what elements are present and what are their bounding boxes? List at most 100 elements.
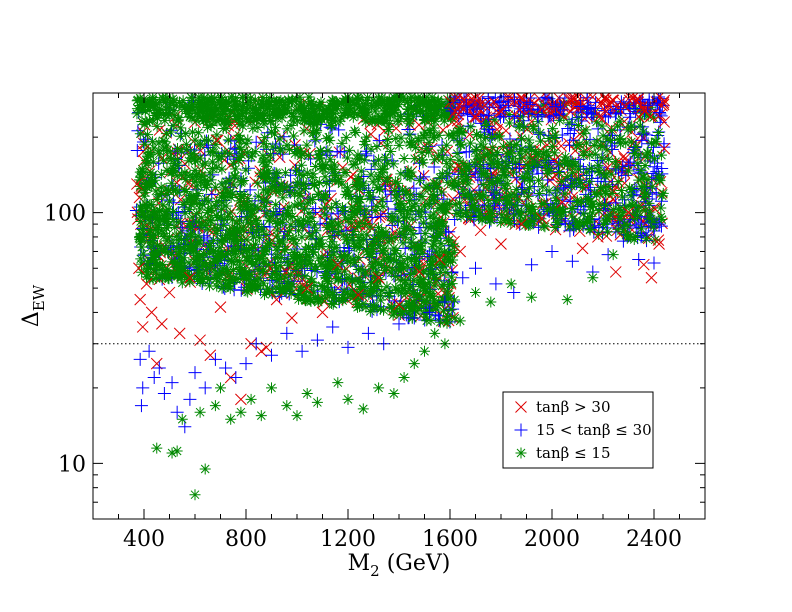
cloud-point [414,240,426,252]
band-point [322,110,334,122]
cloud-point [340,188,352,200]
x-tick-label: 1200 [320,527,376,552]
cloud-point [234,189,246,201]
cloud-point [612,223,624,235]
cloud-point [505,189,517,201]
cloud-point [341,232,353,244]
cloud-point [242,134,254,146]
cloud-point [340,234,352,246]
cloud-point [354,241,366,253]
band-point [144,96,156,108]
cloud-point [465,121,477,133]
cloud-point [283,259,295,271]
cloud-point [234,214,246,226]
band-point [219,116,231,128]
x-axis-label: M2 (GeV) [348,551,451,580]
data-point [214,301,227,313]
cloud-point [229,171,241,183]
cloud-point [352,252,364,264]
cloud-point [253,250,265,262]
cloud-point [509,173,522,185]
cloud-point [290,238,302,250]
cloud-point [361,229,373,241]
cloud-point [168,166,180,178]
cloud-point [305,215,317,227]
data-point [561,294,573,306]
cloud-point [147,273,159,285]
cloud-point [373,227,385,239]
band-point [277,99,289,111]
cloud-point [407,181,421,195]
cloud-point [509,156,521,168]
band-point [394,110,406,122]
band-point [378,101,390,113]
data-point [326,320,340,334]
cloud-point [625,190,637,202]
cloud-point [539,221,551,233]
cloud-point [535,135,547,147]
cloud-point [144,147,156,158]
cloud-point [516,143,528,155]
cloud-point [438,295,450,307]
data-point [176,413,188,425]
cloud-point [324,153,336,165]
cloud-point [412,135,424,147]
cloud-point [298,125,310,137]
cloud-point [257,194,269,206]
cloud-point [398,153,410,165]
cloud-point [266,126,278,138]
cloud-point [267,141,279,153]
cloud-point [159,136,171,148]
cloud-point [567,167,579,179]
data-point [373,382,385,394]
cloud-point [304,230,316,242]
cloud-point [281,230,293,242]
cloud-point [546,140,558,152]
cloud-point [498,180,510,192]
cloud-point [222,266,234,278]
cloud-point [416,191,428,203]
data-point [188,366,202,380]
cloud-point [180,128,192,140]
data-point [239,357,253,371]
cloud-point [438,260,450,272]
cloud-point [359,211,371,223]
cloud-point [211,162,223,174]
cloud-point [477,179,489,191]
cloud-point [204,240,216,252]
cloud-point [169,221,181,233]
cloud-point [351,193,363,205]
cloud-point [245,256,257,268]
band-point [131,95,143,107]
data-point [199,463,211,475]
cloud-point [454,126,466,138]
cloud-point [641,151,653,163]
cloud-point [625,121,637,133]
cloud-point [352,263,364,275]
data-point [469,261,482,275]
cloud-point [177,199,189,211]
cloud-point [192,230,204,242]
data-point [361,326,375,340]
cloud-point [425,221,437,233]
cloud-point [372,275,384,287]
cloud-point [296,218,308,230]
cloud-point [484,204,496,216]
data-point [270,293,283,306]
cloud-point [424,211,436,223]
cloud-point [336,178,348,190]
cloud-point [539,160,551,172]
cloud-point [162,246,174,258]
cloud-point [392,264,404,276]
data-point [225,413,237,425]
data-point [189,489,201,501]
cloud-point [313,176,325,188]
cloud-point [211,280,223,292]
cloud-point [543,185,555,197]
cloud-point [343,144,355,156]
cloud-point [354,153,366,165]
cloud-point [155,245,167,257]
data-point [173,327,186,340]
cloud-point [183,155,195,167]
band-point [376,93,388,104]
